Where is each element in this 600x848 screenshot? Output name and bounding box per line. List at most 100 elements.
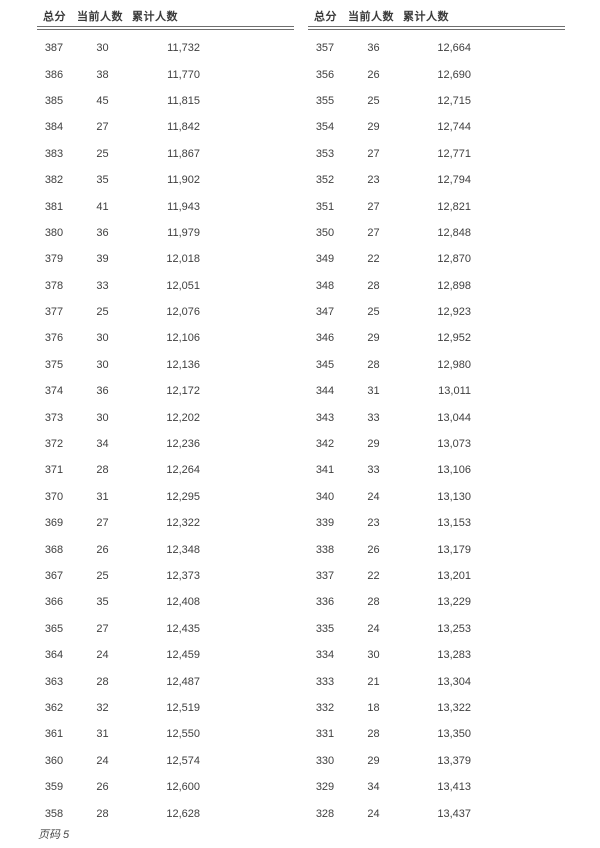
score-cell: 349: [315, 253, 335, 266]
table-row: 340 24 13,130: [308, 484, 565, 510]
count-cell: 45: [96, 94, 109, 107]
count-cell: 28: [96, 464, 109, 477]
column-header-current-count: 当前人数: [77, 11, 123, 23]
cumulative-cell: 13,073: [437, 438, 471, 451]
cumulative-cell: 12,348: [166, 543, 200, 556]
count-cell: 36: [96, 226, 109, 239]
cumulative-cell: 12,690: [437, 68, 471, 81]
table-row: 335 24 13,253: [308, 616, 565, 642]
count-cell: 27: [96, 622, 109, 635]
cumulative-cell: 13,106: [437, 464, 471, 477]
table-row: 341 33 13,106: [308, 457, 565, 483]
header-double-rule: [37, 26, 294, 30]
cumulative-cell: 13,283: [437, 649, 471, 662]
score-cell: 387: [44, 42, 64, 55]
score-cell: 382: [44, 174, 64, 187]
cumulative-cell: 12,076: [166, 306, 200, 319]
count-cell: 36: [367, 42, 380, 55]
cumulative-cell: 12,373: [166, 570, 200, 582]
cumulative-cell: 12,106: [166, 332, 200, 345]
table-row: 347 25 12,923: [308, 299, 565, 325]
count-cell: 34: [367, 781, 380, 794]
count-cell: 29: [367, 332, 380, 345]
table-row: 385 45 11,815: [37, 88, 294, 114]
count-cell: 29: [367, 754, 380, 767]
cumulative-cell: 13,011: [438, 385, 471, 398]
column-header-total-score: 总分: [314, 11, 337, 23]
cumulative-cell: 12,923: [437, 306, 471, 319]
cumulative-cell: 12,600: [166, 781, 200, 794]
table-row: 372 34 12,236: [37, 431, 294, 457]
cumulative-cell: 13,304: [437, 675, 471, 688]
score-cell: 329: [315, 781, 335, 794]
table-header-right: 总分 当前人数 累计人数: [308, 8, 565, 24]
score-cell: 378: [44, 279, 64, 292]
score-cell: 352: [315, 174, 335, 187]
count-cell: 25: [96, 306, 109, 319]
table-row: 367 25 12,373: [37, 563, 294, 589]
score-cell: 345: [315, 358, 335, 371]
table-row: 369 27 12,322: [37, 510, 294, 536]
count-cell: 21: [367, 675, 380, 688]
cumulative-cell: 12,408: [166, 596, 200, 609]
cumulative-cell: 11,842: [167, 121, 200, 134]
count-cell: 35: [96, 174, 109, 187]
score-cell: 343: [315, 411, 335, 424]
cumulative-cell: 13,179: [437, 543, 471, 556]
score-cell: 350: [315, 226, 335, 239]
table-row: 339 23 13,153: [308, 510, 565, 536]
table-row: 365 27 12,435: [37, 616, 294, 642]
count-cell: 28: [367, 358, 380, 371]
count-cell: 35: [96, 596, 109, 609]
score-cell: 386: [44, 68, 64, 81]
score-cell: 339: [315, 517, 335, 530]
count-cell: 22: [367, 570, 380, 582]
count-cell: 34: [96, 438, 109, 451]
count-cell: 30: [96, 358, 109, 371]
count-cell: 25: [96, 147, 109, 160]
table-row: 331 28 13,350: [308, 721, 565, 747]
table-row: 380 36 11,979: [37, 220, 294, 246]
table-row: 354 29 12,744: [308, 114, 565, 140]
cumulative-cell: 13,253: [437, 622, 471, 635]
cumulative-cell: 12,898: [437, 279, 471, 292]
score-cell: 347: [315, 306, 335, 319]
table-row: 344 31 13,011: [308, 378, 565, 404]
cumulative-cell: 13,350: [437, 728, 471, 741]
cumulative-cell: 12,771: [437, 147, 471, 160]
score-cell: 358: [44, 807, 64, 820]
cumulative-cell: 13,153: [437, 517, 471, 530]
count-cell: 24: [367, 490, 380, 503]
table-row: 357 36 12,664: [308, 35, 565, 61]
score-cell: 336: [315, 596, 335, 609]
count-cell: 32: [96, 701, 109, 714]
score-cell: 353: [315, 147, 335, 160]
cumulative-cell: 13,044: [437, 411, 471, 424]
table-row: 384 27 11,842: [37, 114, 294, 140]
score-cell: 375: [44, 358, 64, 371]
count-cell: 30: [367, 649, 380, 662]
column-header-current-count: 当前人数: [348, 11, 394, 23]
cumulative-cell: 12,574: [166, 754, 200, 767]
cumulative-cell: 13,201: [437, 570, 471, 582]
cumulative-cell: 11,732: [167, 42, 200, 55]
cumulative-cell: 11,902: [167, 174, 200, 187]
table-row: 329 34 13,413: [308, 774, 565, 800]
cumulative-cell: 11,867: [167, 147, 200, 160]
count-cell: 24: [367, 622, 380, 635]
count-cell: 18: [367, 701, 380, 714]
table-body-right: 357 36 12,664 356 26 12,690 355 25 12,715 354 29 12…: [308, 30, 565, 827]
score-cell: 362: [44, 701, 64, 714]
score-cell: 342: [315, 438, 335, 451]
count-cell: 30: [96, 42, 109, 55]
score-cell: 365: [44, 622, 64, 635]
score-cell: 335: [315, 622, 335, 635]
score-cell: 340: [315, 490, 335, 503]
table-row: 378 33 12,051: [37, 273, 294, 299]
count-cell: 28: [367, 596, 380, 609]
table-row: 377 25 12,076: [37, 299, 294, 325]
cumulative-cell: 12,295: [166, 490, 200, 503]
cumulative-cell: 12,980: [437, 358, 471, 371]
table-row: 333 21 13,304: [308, 668, 565, 694]
count-cell: 26: [96, 781, 109, 794]
